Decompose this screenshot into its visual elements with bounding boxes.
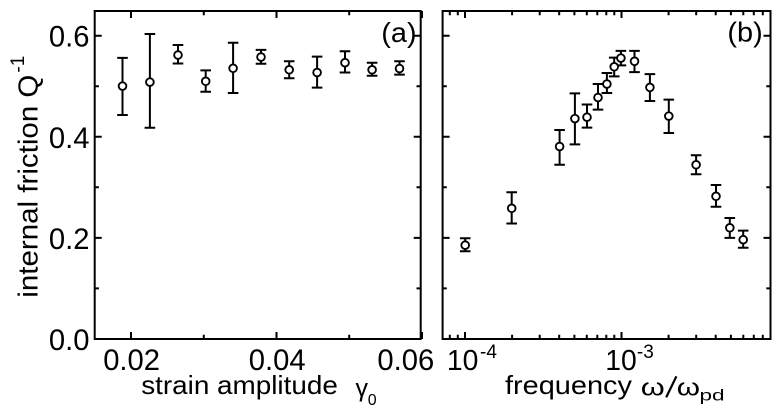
svg-text:0.4: 0.4: [49, 123, 90, 155]
svg-text:(b): (b): [727, 16, 762, 47]
svg-text:(a): (a): [381, 17, 416, 48]
svg-text:ω: ω: [677, 374, 700, 401]
svg-text:-1: -1: [8, 56, 29, 73]
svg-text:0.2: 0.2: [49, 224, 90, 256]
svg-text:-4: -4: [480, 342, 497, 363]
svg-text:10: 10: [447, 344, 478, 376]
svg-text:ω: ω: [641, 374, 665, 401]
svg-text:pd: pd: [700, 387, 725, 405]
svg-text:0.6: 0.6: [49, 22, 90, 54]
svg-text:0.06: 0.06: [377, 345, 434, 377]
svg-text:strain amplitude: strain amplitude: [141, 371, 338, 400]
svg-text:γ: γ: [356, 374, 369, 402]
svg-text:internal friction Q: internal friction Q: [13, 75, 44, 298]
svg-text:0.0: 0.0: [49, 325, 90, 357]
svg-text:-3: -3: [637, 342, 654, 363]
svg-text:0.02: 0.02: [103, 345, 160, 377]
svg-text:0: 0: [368, 392, 377, 409]
svg-text:0.04: 0.04: [249, 345, 306, 377]
svg-text:10: 10: [605, 344, 636, 376]
svg-text:frequency: frequency: [505, 370, 632, 399]
